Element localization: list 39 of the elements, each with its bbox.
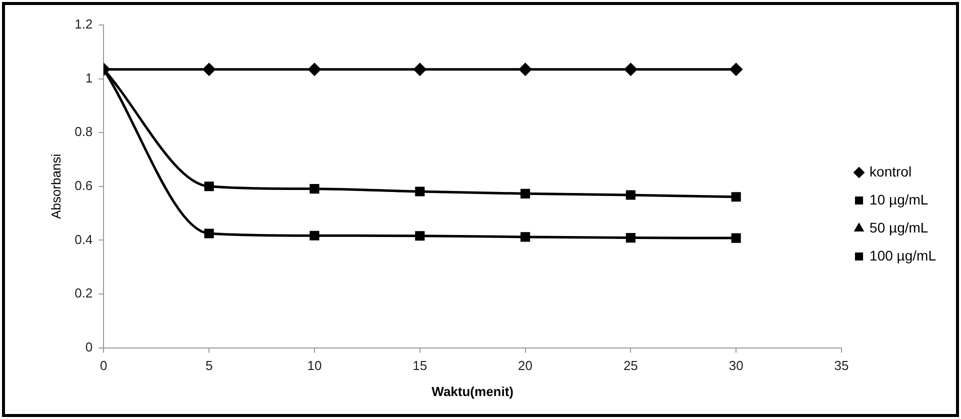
y-tick-label: 0.2 [74,286,93,301]
x-axis-title: Waktu(menit) [432,384,514,399]
legend-label: kontrol [870,163,912,180]
point [310,184,320,194]
y-axis-title: Absorbansi [48,154,64,219]
y-tick-label: 0.8 [74,124,93,140]
y-tick-label: 0.6 [74,178,93,193]
point [730,63,742,76]
point [626,190,636,200]
point [520,188,530,198]
point [204,182,214,192]
x-tick-label: 5 [205,358,213,374]
legend-label: 100 µg/mL [870,247,936,264]
x-tick-label: 0 [100,358,108,374]
legend-label: 50 µg/mL [870,219,928,236]
x-tick-label: 35 [834,358,849,374]
point [731,233,741,243]
point [308,63,321,76]
point [202,63,216,76]
point [626,232,636,243]
y-tick-label: 1 [85,70,93,86]
point [731,192,741,202]
point [520,232,530,242]
point [204,228,214,238]
point [624,63,637,76]
x-tick-label: 15 [412,358,428,374]
y-tick-label: 0 [85,339,93,354]
point [310,230,320,240]
point [415,186,425,196]
x-tick-label: 30 [728,358,744,374]
point [415,231,425,241]
x-tick-label: 10 [307,358,322,374]
x-tick-label: 25 [623,358,638,374]
y-tick-label: 1.2 [74,16,93,32]
point [414,63,426,76]
point [519,63,532,76]
x-tick-label: 20 [518,358,533,374]
y-tick-label: 0.4 [74,232,93,247]
legend-label: 10 µg/mL [870,191,928,208]
